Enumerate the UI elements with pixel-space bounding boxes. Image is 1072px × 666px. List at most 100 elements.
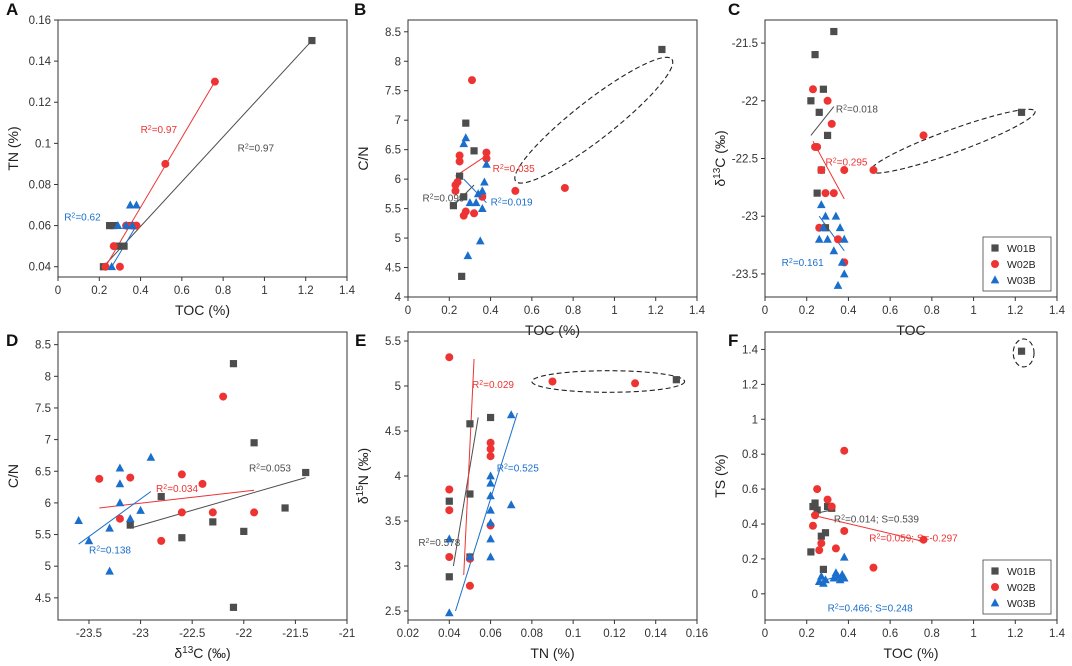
- r2-annotation: R2=0.138: [89, 545, 131, 557]
- y-axis-label: δ15N (‰): [355, 448, 372, 504]
- data-point: [445, 497, 453, 505]
- data-point: [482, 159, 491, 168]
- data-point: [115, 498, 125, 507]
- legend-marker: [991, 567, 999, 575]
- y-tick-label: 1.4: [742, 344, 759, 356]
- y-tick-label: 4: [395, 292, 402, 304]
- series-w02b: [95, 392, 259, 545]
- data-point: [506, 500, 516, 509]
- fit-line-w01b: [810, 106, 835, 136]
- data-point: [815, 108, 823, 116]
- data-point: [449, 202, 458, 210]
- x-tick-label: 0.2: [91, 285, 107, 297]
- x-tick-label: 0.16: [686, 628, 708, 640]
- data-point: [455, 151, 464, 160]
- x-tick-label: 0.1: [565, 628, 581, 640]
- y-tick-label: 0.1: [35, 138, 51, 150]
- x-tick-label: 0.08: [521, 628, 543, 640]
- fit-line-w02b: [812, 514, 924, 542]
- data-point: [110, 222, 118, 230]
- data-point: [105, 566, 114, 575]
- data-point: [462, 119, 470, 127]
- x-tick-label: -22.5: [179, 628, 205, 640]
- data-point: [445, 573, 453, 581]
- data-point: [109, 242, 118, 251]
- data-point: [478, 186, 487, 195]
- y-tick-label: 0.04: [29, 262, 52, 274]
- y-axis-label: δ13C (‰): [712, 130, 729, 186]
- data-point: [823, 131, 832, 140]
- y-tick-label: 5: [395, 381, 401, 393]
- data-point: [461, 207, 470, 216]
- x-tick-label: 0.6: [882, 628, 898, 640]
- y-tick-label: 8.5: [385, 27, 401, 39]
- y-tick-label: 3.5: [385, 516, 401, 528]
- data-point: [560, 183, 569, 192]
- x-axis-label: TN (%): [530, 645, 574, 661]
- data-point: [658, 45, 666, 54]
- data-point: [486, 478, 495, 487]
- data-point: [470, 209, 479, 218]
- data-point: [106, 222, 114, 230]
- data-point: [466, 420, 474, 428]
- data-point: [107, 262, 116, 271]
- y-axis-label: C/N: [5, 464, 21, 488]
- y-tick-label: 7.5: [385, 86, 401, 98]
- data-point: [455, 157, 464, 166]
- data-point: [250, 439, 258, 447]
- x-tick-label: 1.2: [298, 285, 314, 297]
- x-tick-label: 0.4: [840, 628, 857, 640]
- panel-c: 0 0.2 0.4 0.6 0.8 1 1.2 1.4 -23.5 -23 -22.5 -22 -21.…: [712, 0, 1066, 338]
- y-tick-label: 0.08: [29, 179, 51, 191]
- fit-line-w02b: [99, 489, 255, 509]
- data-point: [463, 251, 473, 260]
- r2-annotation: R2=0.035: [493, 164, 535, 176]
- data-point: [835, 223, 845, 232]
- data-point: [815, 546, 824, 555]
- data-point: [1017, 108, 1026, 116]
- data-point: [823, 96, 832, 105]
- data-point: [486, 413, 495, 422]
- data-point: [839, 234, 849, 243]
- data-point: [281, 504, 289, 512]
- panel-b: 0 0.2 0.4 0.6 0.8 1 1.2 1.4 4 4.5 5 5.5 6 6.5 7 7.5 8 8.5…: [354, 0, 706, 338]
- data-point: [74, 516, 83, 525]
- data-point: [115, 479, 125, 488]
- y-tick-label: 0.2: [742, 554, 758, 566]
- data-point: [157, 536, 166, 545]
- x-tick-label: 1.2: [1007, 628, 1023, 640]
- data-point: [473, 189, 483, 198]
- x-tick-label: 1: [611, 305, 617, 317]
- x-tick-label: 1.4: [689, 305, 706, 317]
- x-tick-label: 0.02: [397, 628, 419, 640]
- data-point: [817, 571, 826, 580]
- x-tick-label: 0.8: [215, 285, 231, 297]
- data-point: [444, 608, 454, 617]
- legend-marker: [991, 260, 999, 268]
- data-point: [840, 166, 849, 175]
- data-point: [819, 565, 827, 573]
- series-w03b: [459, 133, 491, 260]
- data-point: [178, 534, 186, 542]
- data-point: [486, 491, 495, 500]
- y-tick-label: 7: [395, 115, 401, 127]
- data-point: [869, 166, 878, 175]
- x-tick-label: 0.14: [645, 628, 668, 640]
- data-point: [813, 506, 821, 514]
- series-w02b: [451, 76, 569, 220]
- series-w01b: [449, 45, 666, 280]
- data-point: [840, 446, 849, 455]
- data-point: [465, 552, 475, 561]
- data-point: [821, 189, 830, 198]
- data-point: [811, 51, 819, 59]
- x-tick-label: 1.4: [1049, 628, 1066, 640]
- y-tick-label: 4.5: [385, 426, 401, 438]
- r2-annotation: R2=0.525: [497, 463, 539, 475]
- x-tick-label: -21.5: [282, 628, 308, 640]
- data-point: [834, 235, 842, 244]
- data-point: [821, 529, 830, 537]
- fit-line-w03b: [78, 491, 152, 545]
- legend-label: W03B: [1007, 598, 1036, 610]
- data-point: [210, 77, 219, 86]
